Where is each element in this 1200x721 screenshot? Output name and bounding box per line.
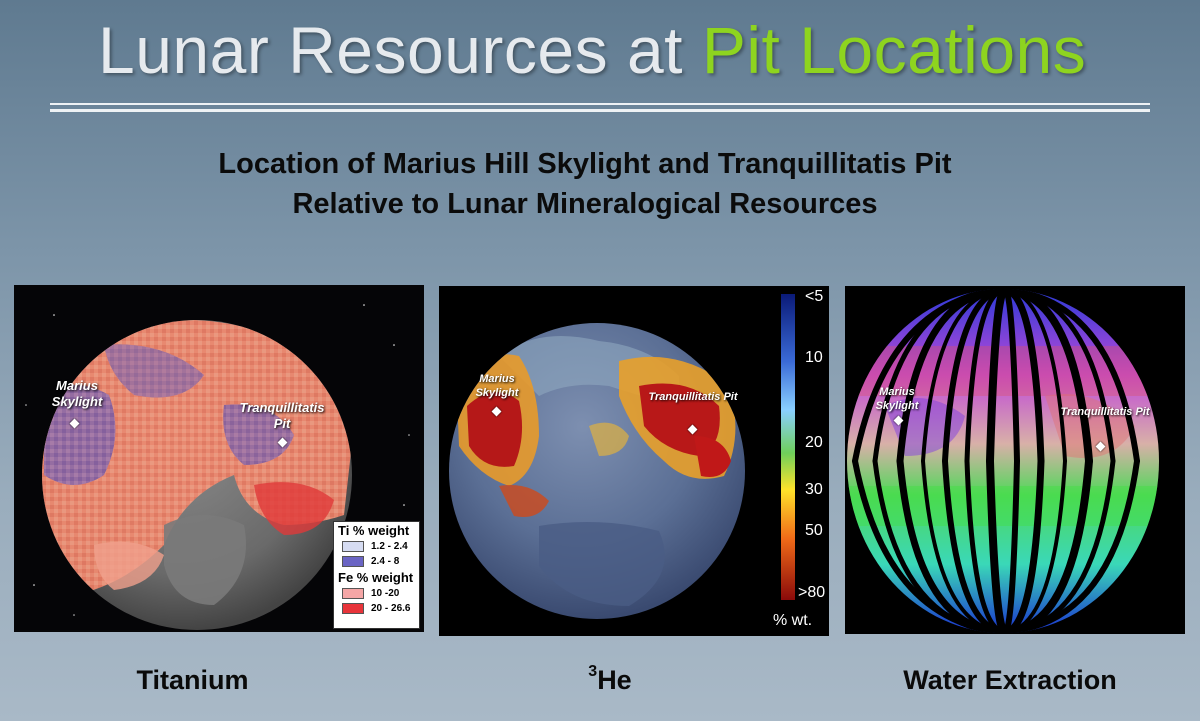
slide-title: Lunar Resources at Pit Locations — [98, 12, 1086, 88]
subtitle-line-2: Relative to Lunar Mineralogical Resource… — [292, 188, 878, 220]
fe-swatch-low — [342, 588, 364, 599]
helium3-colorbar — [781, 294, 795, 600]
tranquillitatis-pit-label: Tranquillitatis Pit — [1060, 406, 1150, 418]
water-extraction-caption: Water Extraction — [903, 665, 1117, 695]
tranquillitatis-pit-label: Tranquillitatis Pit — [648, 391, 738, 403]
fe-legend-row-1: 10 -20 — [334, 586, 419, 601]
subtitle-line-1: Location of Marius Hill Skylight and Tra… — [218, 148, 952, 180]
ti-legend-row-2: 2.4 - 8 — [334, 554, 419, 569]
marius-skylight-label: Marius Skylight — [875, 386, 919, 412]
fe-legend-label-1: 10 -20 — [371, 588, 400, 599]
colorbar-tick-4: 30 — [805, 481, 823, 498]
colorbar-unit: % wt. — [773, 612, 813, 629]
ti-legend-row-1: 1.2 - 2.4 — [334, 539, 419, 554]
fe-legend-row-2: 20 - 26.6 — [334, 601, 419, 616]
tranquillitatis-pit-label: Tranquillitatis Pit — [239, 400, 325, 431]
helium3-map-panel: <5 10 20 30 50 >80 % wt. Marius Skylight… — [439, 286, 829, 636]
title-divider-double — [50, 109, 1150, 112]
titanium-map-panel: Marius Skylight Tranquillitatis Pit Ti %… — [14, 285, 424, 632]
title-divider — [50, 103, 1150, 105]
titanium-iron-legend: Ti % weight 1.2 - 2.4 2.4 - 8 Fe % weigh… — [333, 521, 420, 629]
title-part-2-highlight: Pit Locations — [701, 13, 1087, 87]
titanium-moon-image — [25, 304, 410, 630]
star-field — [25, 304, 410, 616]
helium3-caption-superscript: 3 — [588, 663, 598, 680]
fe-swatch-high — [342, 603, 364, 614]
ti-swatch-high — [342, 556, 364, 567]
colorbar-tick-3: 20 — [805, 434, 823, 451]
colorbar-tick-5: 50 — [805, 522, 823, 539]
ti-legend-label-1: 1.2 - 2.4 — [371, 541, 408, 552]
ti-swatch-low — [342, 541, 364, 552]
helium3-moon-image — [449, 294, 795, 619]
marius-skylight-label: Marius Skylight — [51, 378, 103, 409]
marius-skylight-label: Marius Skylight — [475, 373, 519, 399]
colorbar-tick-2: 10 — [805, 349, 823, 366]
fe-legend-header: Fe % weight — [338, 570, 414, 585]
helium3-caption-text: He — [597, 665, 632, 695]
ti-legend-header: Ti % weight — [338, 523, 410, 538]
colorbar-tick-1: <5 — [805, 288, 824, 305]
colorbar-tick-6: >80 — [798, 584, 826, 601]
title-part-1: Lunar Resources at — [98, 13, 683, 87]
water-moon-image — [847, 289, 1159, 633]
titanium-caption: Titanium — [136, 665, 249, 695]
water-map-panel: Marius Skylight Tranquillitatis Pit — [845, 286, 1185, 634]
fe-legend-label-2: 20 - 26.6 — [371, 603, 411, 614]
helium3-caption: 3He — [540, 663, 680, 696]
ti-legend-label-2: 2.4 - 8 — [371, 556, 400, 567]
